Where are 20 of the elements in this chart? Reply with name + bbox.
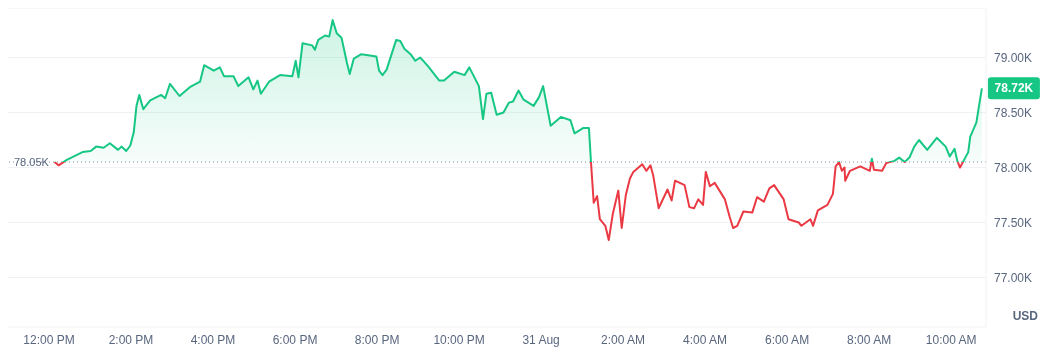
x-tick-label: 6:00 PM — [272, 332, 318, 347]
ref-line-label: 78.05K — [14, 155, 50, 168]
x-tick-label: 4:00 PM — [190, 332, 236, 347]
x-tick-label: 8:00 PM — [354, 332, 400, 347]
x-tick-label: 2:00 AM — [601, 332, 646, 347]
y-tick-label: 77.50K — [994, 215, 1033, 230]
x-tick-label: 2:00 PM — [108, 332, 154, 347]
x-tick-label: 31 Aug — [522, 332, 560, 347]
x-tick-label: 12:00 PM — [23, 332, 75, 347]
y-axis-title: USD — [1012, 309, 1038, 323]
x-tick-label: 4:00 AM — [683, 332, 728, 347]
y-tick-label: 79.00K — [994, 50, 1033, 65]
y-tick-label: 77.00K — [994, 270, 1033, 285]
x-tick-label: 6:00 AM — [765, 332, 810, 347]
x-tick-label: 10:00 AM — [925, 332, 977, 347]
y-tick-label: 78.00K — [994, 160, 1033, 175]
x-tick-label: 10:00 PM — [433, 332, 485, 347]
y-tick-label: 78.50K — [994, 105, 1033, 120]
annotation: 78.72K — [994, 81, 1034, 96]
x-tick-label: 8:00 AM — [847, 332, 892, 347]
